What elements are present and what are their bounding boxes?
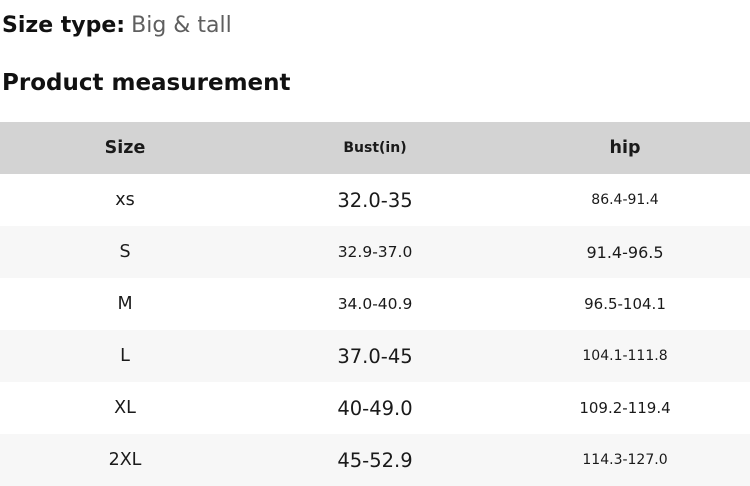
product-measurement-title: Product measurement bbox=[2, 70, 291, 96]
table-row-xs: xs 32.0-35 86.4-91.4 bbox=[0, 174, 750, 226]
hip-cell: 91.4-96.5 bbox=[586, 242, 664, 262]
table-row-l: L 37.0-45 104.1-111.8 bbox=[0, 330, 750, 382]
hip-cell: 96.5-104.1 bbox=[584, 295, 666, 313]
bust-cell: 40-49.0 bbox=[337, 396, 413, 420]
hip-cell: 114.3-127.0 bbox=[582, 452, 668, 468]
hip-cell: 104.1-111.8 bbox=[582, 348, 668, 364]
column-header-bust: Bust(in) bbox=[343, 140, 407, 156]
size-type-label: Size type: bbox=[2, 13, 126, 38]
size-cell: 2XL bbox=[108, 450, 142, 470]
size-cell: xs bbox=[115, 190, 135, 210]
table-row-m: M 34.0-40.9 96.5-104.1 bbox=[0, 278, 750, 330]
table-row-2xl: 2XL 45-52.9 114.3-127.0 bbox=[0, 434, 750, 486]
hip-cell: 109.2-119.4 bbox=[579, 399, 671, 417]
size-cell: L bbox=[120, 346, 130, 366]
table-header-row: Size Bust(in) hip bbox=[0, 122, 750, 174]
bust-cell: 37.0-45 bbox=[337, 344, 413, 368]
size-cell: M bbox=[117, 294, 133, 314]
column-header-size: Size bbox=[104, 138, 146, 158]
measurement-table: Size Bust(in) hip xs 32.0-35 86.4-91.4 S… bbox=[0, 122, 750, 486]
table-row-xl: XL 40-49.0 109.2-119.4 bbox=[0, 382, 750, 434]
bust-cell: 45-52.9 bbox=[337, 448, 413, 472]
bust-cell: 32.0-35 bbox=[337, 188, 413, 212]
hip-cell: 86.4-91.4 bbox=[591, 192, 659, 208]
size-type-value: Big & tall bbox=[131, 13, 232, 38]
bust-cell: 34.0-40.9 bbox=[337, 295, 413, 313]
column-header-hip: hip bbox=[609, 138, 641, 158]
size-cell: S bbox=[119, 242, 131, 262]
size-type-line: Size type: Big & tall bbox=[0, 0, 750, 38]
size-cell: XL bbox=[114, 398, 136, 418]
bust-cell: 32.9-37.0 bbox=[337, 243, 413, 261]
table-row-s: S 32.9-37.0 91.4-96.5 bbox=[0, 226, 750, 278]
